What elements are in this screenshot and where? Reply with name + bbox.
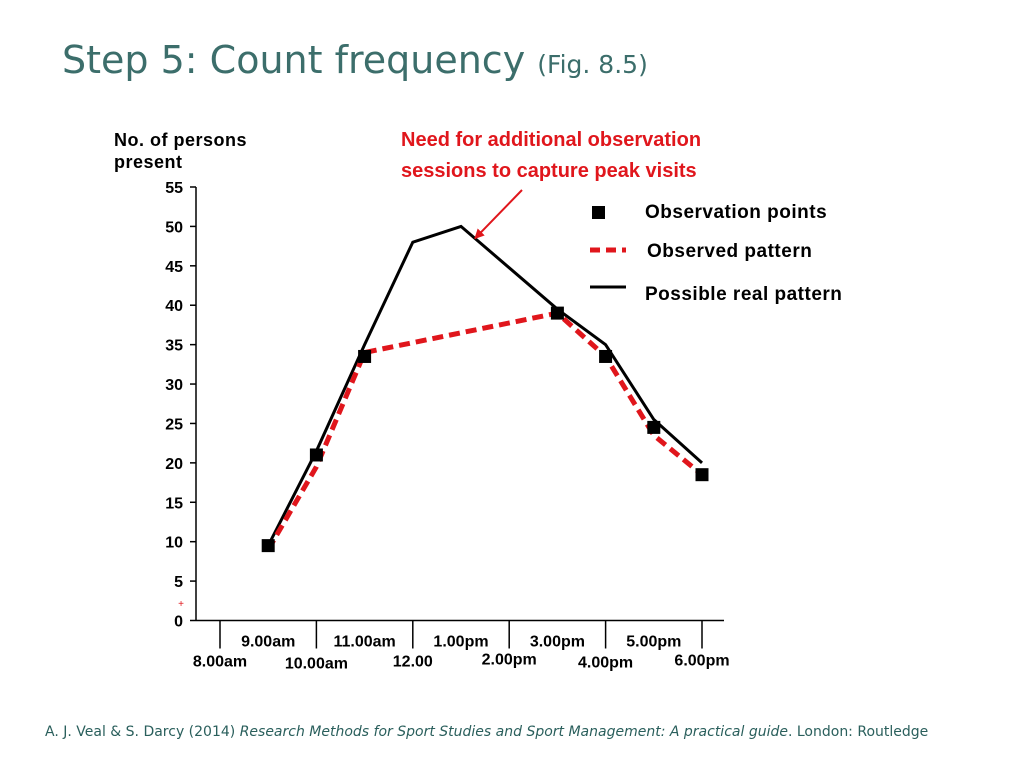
observation-point-marker	[358, 349, 372, 363]
observation-point-marker	[550, 306, 564, 320]
annotation-text: sessions to capture peak visits	[401, 160, 697, 182]
x-tick-label: 11.00am	[333, 634, 395, 651]
y-tick-label: 35	[165, 338, 183, 355]
legend-swatch-square	[592, 206, 605, 219]
observation-point-marker	[309, 448, 323, 462]
y-tick-label: 40	[165, 298, 183, 315]
y-tick-label: 20	[165, 456, 183, 473]
series-line-observed-pattern	[266, 310, 704, 551]
x-tick-label: 6.00pm	[674, 653, 729, 670]
observation-point-marker	[695, 468, 709, 482]
legend-label: Possible real pattern	[645, 284, 842, 305]
y-tick-label: 55	[165, 180, 183, 197]
x-tick-label: 9.00am	[241, 634, 295, 651]
y-tick-label: 45	[165, 259, 183, 276]
y-tick-label: 15	[165, 495, 183, 512]
x-tick-label: 8.00am	[193, 654, 247, 671]
y-axis-label: present	[114, 152, 183, 172]
annotation-arrow	[474, 189, 523, 240]
slide-title-suffix: (Fig. 8.5)	[537, 50, 648, 79]
x-tick-label: 12.00	[393, 654, 433, 671]
stray-plus-mark: +	[178, 599, 184, 610]
y-tick-label: 0	[174, 614, 183, 631]
citation-authors: A. J. Veal & S. Darcy (2014)	[45, 724, 240, 740]
citation: A. J. Veal & S. Darcy (2014) Research Me…	[45, 724, 928, 740]
y-tick-label: 5	[174, 574, 183, 591]
series-line-possible-real-pattern	[266, 224, 704, 547]
slide-title: Step 5: Count frequency (Fig. 8.5)	[62, 38, 648, 82]
annotation-text: Need for additional observation	[401, 129, 701, 151]
x-tick-label: 2.00pm	[482, 652, 537, 669]
y-tick-label: 30	[165, 377, 183, 394]
y-tick-label: 50	[165, 219, 183, 236]
chart-series	[261, 224, 709, 553]
x-tick-label: 10.00am	[285, 656, 348, 673]
x-tick-label: 5.00pm	[626, 634, 681, 651]
chart-annotation: Need for additional observation sessions …	[178, 129, 701, 610]
chart-legend: Observation points Observed pattern Possib…	[590, 202, 842, 305]
legend-label: Observation points	[645, 202, 827, 223]
y-tick-label: 25	[165, 416, 183, 433]
x-tick-label: 4.00pm	[578, 655, 633, 672]
y-axis-label: No. of persons	[114, 130, 247, 150]
observation-point-marker	[647, 420, 661, 434]
x-tick-label: 3.00pm	[530, 634, 585, 651]
slide-title-main: Step 5: Count frequency	[62, 38, 526, 82]
citation-publisher: . London: Routledge	[787, 724, 929, 740]
x-tick-label: 1.00pm	[433, 634, 488, 651]
observation-point-marker	[599, 349, 613, 363]
y-tick-label: 10	[165, 535, 183, 552]
observation-point-marker	[261, 539, 275, 553]
legend-label: Observed pattern	[647, 241, 812, 262]
citation-book: Research Methods for Sport Studies and S…	[239, 724, 788, 740]
